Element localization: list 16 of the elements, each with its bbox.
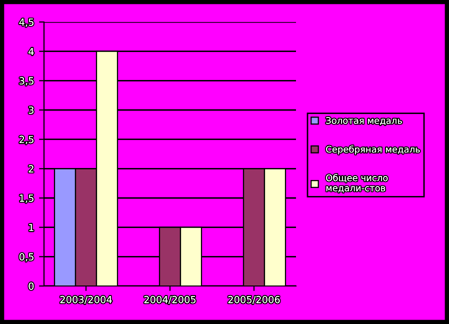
legend-label: Серебряная медаль [326,146,420,154]
x-tick-label: 2004/2005 [144,296,196,304]
y-tick-label: 4,5 [19,18,34,27]
y-tick-label: 3 [28,106,34,114]
x-tick-label: 2005/2006 [228,296,280,304]
y-tick-label: 2 [28,165,34,172]
y-tick-label: 4 [28,48,34,56]
legend-label: Общее число медали-стов [326,174,388,192]
y-tick-label: 2,5 [20,136,34,144]
y-tick-label: 1,5 [20,194,34,203]
legend-label: Золотая медаль [326,117,402,126]
y-tick-label: 3,5 [20,77,34,86]
y-tick-label: 1 [29,224,34,232]
y-tick-label: 0 [28,282,34,290]
y-tick-label: 0,5 [19,253,34,262]
x-tick-label: 2003/2004 [60,296,112,304]
